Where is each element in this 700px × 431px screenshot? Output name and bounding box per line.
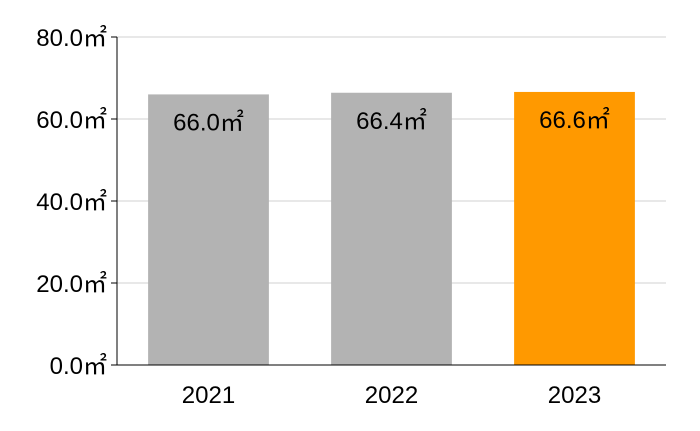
bars <box>148 91 635 366</box>
x-tick-label: 2023 <box>548 382 601 409</box>
data-label: 66.6㎡ <box>539 107 610 134</box>
y-tick-label: 80.0㎡ <box>36 25 107 52</box>
bar-2023 <box>514 91 635 365</box>
data-label: 66.0㎡ <box>173 109 244 136</box>
y-tick-labels: 0.0㎡ 20.0㎡ 40.0㎡ 60.0㎡ 80.0㎡ <box>36 25 107 380</box>
x-tick-label: 2022 <box>365 382 418 409</box>
y-tick-label: 60.0㎡ <box>36 107 107 134</box>
x-tick-label: 2021 <box>182 382 235 409</box>
bar-2022 <box>331 92 452 365</box>
axes <box>111 36 666 366</box>
y-tick-label: 40.0㎡ <box>36 189 107 216</box>
bar-2021 <box>148 94 269 366</box>
data-labels: 66.0㎡ 66.4㎡ 66.6㎡ <box>173 107 610 136</box>
x-tick-labels: 2021 2022 2023 <box>182 382 601 409</box>
y-tick-label: 20.0㎡ <box>36 271 107 298</box>
data-label: 66.4㎡ <box>356 108 427 135</box>
y-tick-label: 0.0㎡ <box>50 353 107 380</box>
